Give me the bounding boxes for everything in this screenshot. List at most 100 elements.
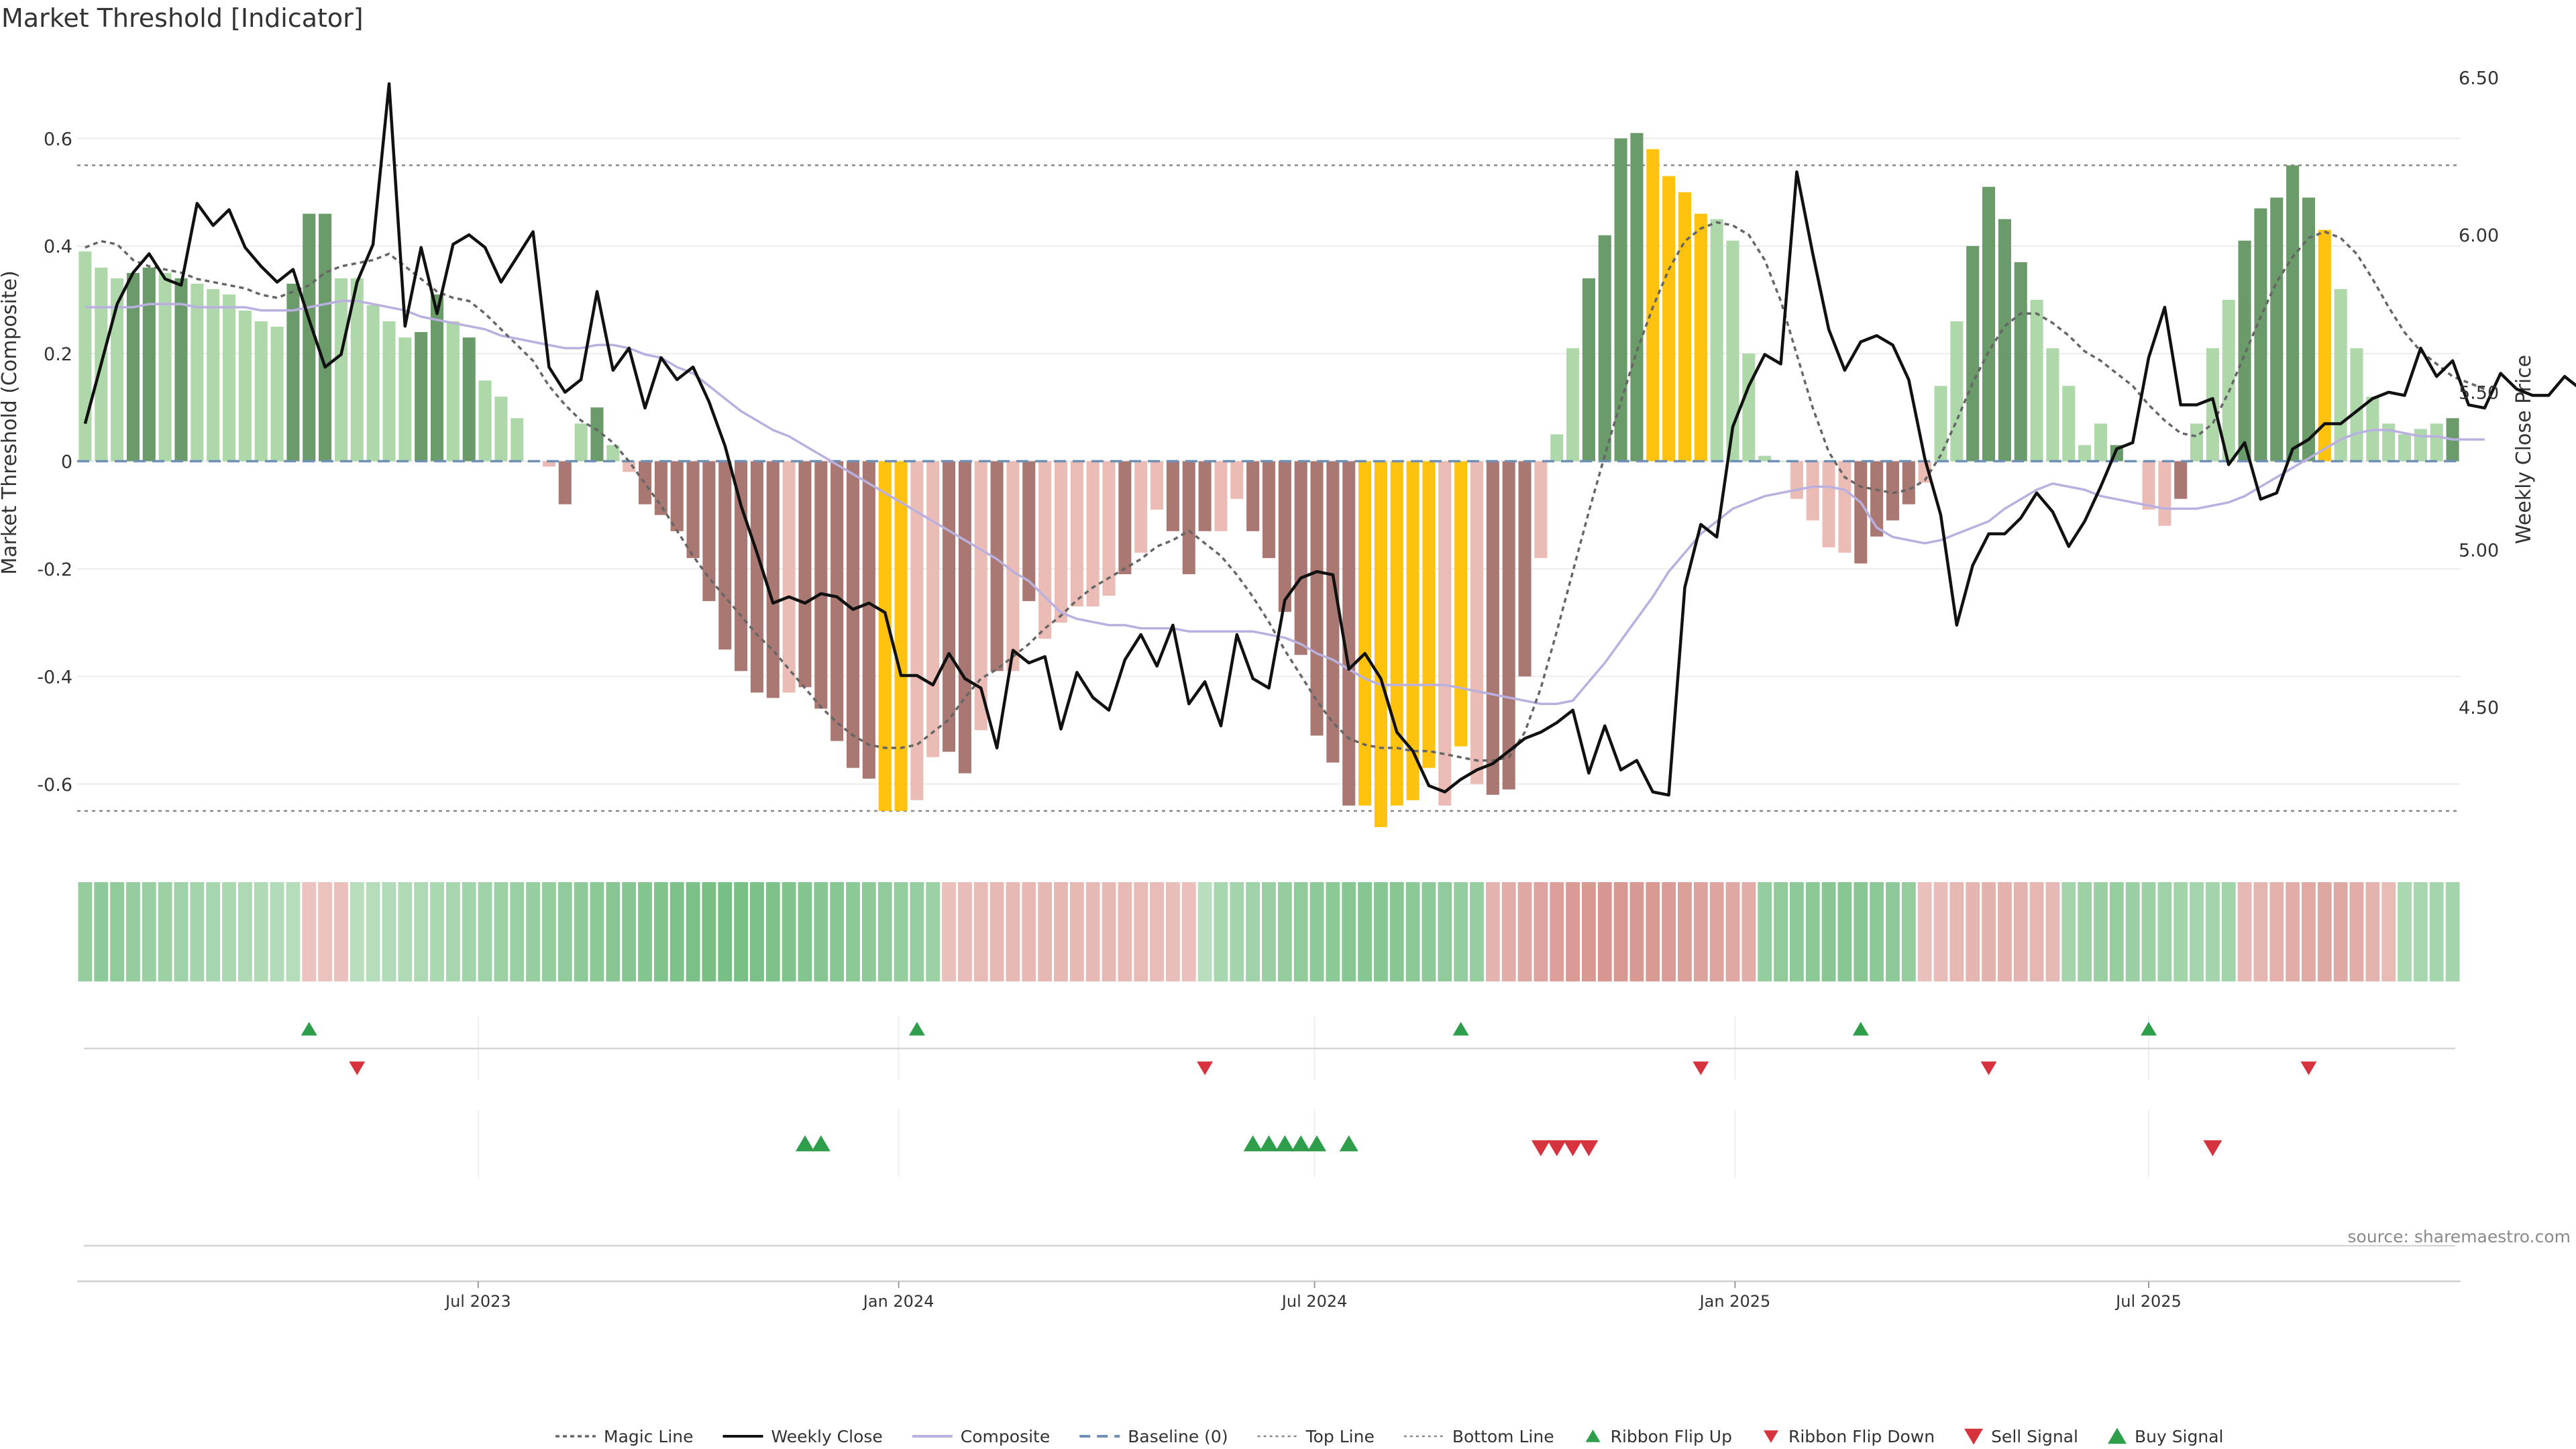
ribbon-cell bbox=[1277, 882, 1292, 981]
ribbon-cell bbox=[222, 882, 236, 981]
ribbon-cell bbox=[2221, 882, 2236, 981]
composite-bar bbox=[1390, 461, 1403, 806]
ribbon-flip-down-marker bbox=[1197, 1061, 1214, 1075]
composite-bar bbox=[1502, 461, 1515, 790]
ribbon-cell bbox=[606, 882, 621, 981]
ribbon-cell bbox=[510, 882, 525, 981]
ribbon-cell bbox=[2349, 882, 2364, 981]
composite-bar bbox=[2398, 434, 2412, 462]
composite-bar bbox=[319, 213, 332, 462]
buy-signal-marker bbox=[1259, 1135, 1279, 1152]
composite-bar bbox=[1150, 461, 1164, 510]
ribbon-cell bbox=[1309, 882, 1324, 981]
composite-bar bbox=[446, 321, 460, 462]
x-tick-label: Jul 2023 bbox=[444, 1292, 511, 1311]
buy-signal-marker bbox=[1339, 1135, 1358, 1152]
buy-signal-marker bbox=[1291, 1135, 1311, 1152]
composite-bar bbox=[1262, 461, 1276, 558]
composite-bar bbox=[430, 294, 444, 462]
ribbon-cell bbox=[478, 882, 492, 981]
ribbon-cell bbox=[1662, 882, 1676, 981]
ribbon-cell bbox=[1342, 882, 1356, 981]
composite-bar bbox=[1902, 461, 1915, 504]
composite-bar bbox=[1838, 461, 1851, 553]
buy-signal-marker bbox=[1307, 1135, 1327, 1152]
y-tick-label-right: 5.00 bbox=[2459, 540, 2499, 561]
ribbon-cell bbox=[1214, 882, 1228, 981]
composite-line bbox=[85, 299, 2485, 705]
ribbon-cell bbox=[2445, 882, 2460, 981]
ribbon-cell bbox=[142, 882, 156, 981]
composite-bar bbox=[478, 380, 492, 462]
ribbon-cell bbox=[1454, 882, 1468, 981]
ribbon-cell bbox=[2190, 882, 2204, 981]
ribbon-cell bbox=[798, 882, 812, 981]
ribbon-cell bbox=[830, 882, 845, 981]
y-tick-label-right: 5.50 bbox=[2459, 383, 2499, 404]
composite-bar bbox=[415, 332, 428, 462]
ribbon-cell bbox=[1886, 882, 1900, 981]
ribbon-cell bbox=[1805, 882, 1820, 981]
ribbon-cell bbox=[302, 882, 317, 981]
composite-bar bbox=[1982, 186, 1996, 462]
ribbon-cell bbox=[158, 882, 172, 981]
ribbon-cell bbox=[653, 882, 668, 981]
legend-label: Ribbon Flip Up bbox=[1611, 1427, 1732, 1446]
ribbon-cell bbox=[1006, 882, 1020, 981]
composite-bar bbox=[974, 461, 987, 731]
ribbon-cell bbox=[638, 882, 652, 981]
ribbon-cell bbox=[1134, 882, 1148, 981]
composite-bar bbox=[1662, 176, 1676, 462]
composite-bar bbox=[1182, 461, 1195, 574]
composite-bar bbox=[1678, 192, 1692, 462]
buy-signal-marker bbox=[811, 1135, 830, 1152]
ribbon-cell bbox=[894, 882, 908, 981]
composite-bar bbox=[1870, 461, 1884, 537]
ribbon-cell bbox=[1982, 882, 1996, 981]
composite-bar bbox=[1806, 461, 1819, 521]
ribbon-cell bbox=[2253, 882, 2268, 981]
y-tick-label-right: 4.50 bbox=[2459, 698, 2499, 718]
ribbon-cell bbox=[734, 882, 749, 981]
ribbon-cell bbox=[2398, 882, 2412, 981]
legend-label: Sell Signal bbox=[1991, 1427, 2078, 1446]
composite-bar bbox=[606, 445, 620, 462]
ribbon-flip-up-marker bbox=[908, 1022, 925, 1036]
ribbon-flip-down-marker bbox=[1693, 1061, 1709, 1075]
ribbon-cell bbox=[2317, 882, 2332, 981]
composite-bar bbox=[2046, 348, 2059, 462]
composite-bar bbox=[1646, 149, 1660, 462]
legend-label: Weekly Close bbox=[771, 1427, 883, 1446]
composite-bar bbox=[1614, 138, 1627, 462]
ribbon-cell bbox=[1054, 882, 1068, 981]
ribbon-cell bbox=[1550, 882, 1564, 981]
ribbon-cell bbox=[926, 882, 941, 981]
composite-bar bbox=[2142, 461, 2155, 510]
ribbon-cell bbox=[1022, 882, 1036, 981]
ribbon-cell bbox=[1326, 882, 1340, 981]
ribbon-cell bbox=[1581, 882, 1596, 981]
ribbon-cell bbox=[590, 882, 604, 981]
ribbon-flip-panel bbox=[84, 1016, 2455, 1080]
ribbon-cell bbox=[1166, 882, 1180, 981]
composite-bar bbox=[574, 423, 588, 462]
ribbon-cell bbox=[765, 882, 780, 981]
ribbon-cell bbox=[622, 882, 637, 981]
composite-bar bbox=[1438, 461, 1452, 806]
ribbon-cell bbox=[1870, 882, 1884, 981]
composite-bar bbox=[142, 267, 156, 462]
composite-bar bbox=[366, 305, 380, 462]
composite-bar bbox=[2078, 445, 2092, 462]
composite-bar bbox=[270, 327, 284, 462]
ribbon-cell bbox=[1741, 882, 1756, 981]
composite-bar bbox=[862, 461, 875, 779]
composite-bar bbox=[1214, 461, 1228, 531]
ribbon-cell bbox=[718, 882, 733, 981]
ribbon-cell bbox=[398, 882, 413, 981]
composite-bar bbox=[303, 213, 316, 462]
composite-bar bbox=[590, 407, 604, 462]
composite-bar bbox=[718, 461, 732, 650]
composite-bar bbox=[1694, 213, 1707, 462]
composite-bar bbox=[542, 461, 555, 467]
